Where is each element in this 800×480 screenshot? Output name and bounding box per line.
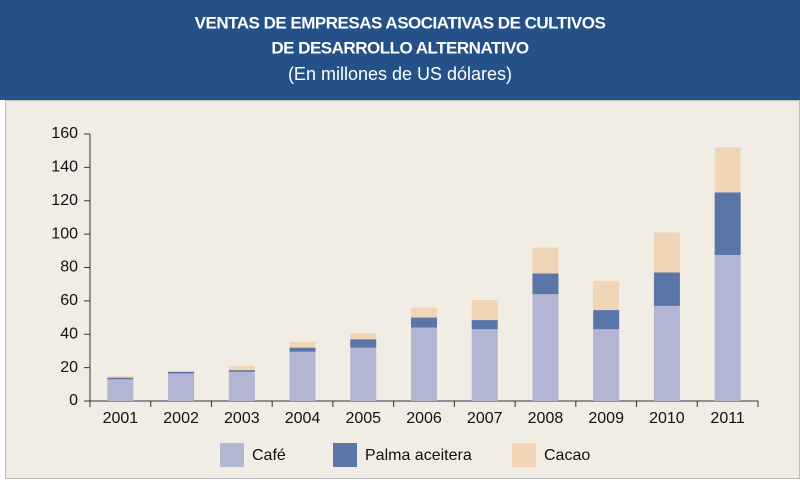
legend-label: Cacao xyxy=(544,447,590,464)
bar-segment xyxy=(653,232,680,273)
x-tick-label: 2001 xyxy=(103,410,139,427)
bar-segment xyxy=(168,370,195,372)
legend-label: Café xyxy=(252,447,286,464)
y-tick-label: 100 xyxy=(51,225,78,242)
legend-swatch xyxy=(220,443,244,467)
bar-segment xyxy=(411,307,437,318)
x-tick-label: 2008 xyxy=(528,410,564,427)
bar-segment xyxy=(289,351,316,401)
x-tick-label: 2002 xyxy=(163,410,199,427)
bar-segment xyxy=(107,375,134,378)
y-tick-label: 0 xyxy=(69,392,78,409)
bar-segment xyxy=(471,320,498,330)
x-tick-label: 2010 xyxy=(649,410,685,427)
y-tick-label: 60 xyxy=(60,292,78,309)
bar-segment xyxy=(714,147,741,193)
bar-segment xyxy=(411,317,437,328)
bar-segment xyxy=(532,273,559,295)
y-tick-label: 160 xyxy=(51,125,78,142)
bar-segment xyxy=(593,280,620,311)
bar-segment xyxy=(228,371,255,401)
bar-segment xyxy=(168,373,195,401)
bar-segment xyxy=(653,305,680,401)
y-tick-label: 20 xyxy=(60,359,78,376)
legend-swatch xyxy=(333,443,357,467)
y-tick-label: 120 xyxy=(51,192,78,209)
header-band xyxy=(0,0,800,100)
x-tick-label: 2011 xyxy=(710,410,745,427)
bar-segment xyxy=(228,370,255,372)
bar-segment xyxy=(714,192,741,255)
bar-segment xyxy=(593,329,620,401)
bar-segment xyxy=(532,247,559,274)
bar-segment xyxy=(714,254,741,401)
bar-segment xyxy=(289,341,316,348)
chart-title: DE DESARROLLO ALTERNATIVO xyxy=(271,38,529,57)
x-tick-label: 2009 xyxy=(588,410,624,427)
x-tick-label: 2003 xyxy=(224,410,260,427)
x-tick-label: 2007 xyxy=(467,410,503,427)
legend-swatch xyxy=(512,443,536,467)
x-tick-label: 2004 xyxy=(285,410,321,427)
bar-segment xyxy=(532,294,559,401)
bar-segment xyxy=(228,365,255,371)
x-tick-label: 2006 xyxy=(406,410,442,427)
y-tick-label: 80 xyxy=(60,259,78,276)
bar-segment xyxy=(107,377,134,380)
x-tick-label: 2005 xyxy=(345,410,381,427)
bar-segment xyxy=(471,300,498,321)
bar-segment xyxy=(350,339,377,348)
bar-segment xyxy=(593,310,620,330)
bar-segment xyxy=(350,347,377,401)
y-tick-label: 40 xyxy=(60,325,78,342)
chart-title: VENTAS DE EMPRESAS ASOCIATIVAS DE CULTIV… xyxy=(195,13,606,32)
bar-segment xyxy=(289,347,316,352)
bar-segment xyxy=(107,379,134,401)
chart-subtitle: (En millones de US dólares) xyxy=(288,64,512,84)
y-tick-label: 140 xyxy=(51,159,78,176)
bar-segment xyxy=(350,333,377,340)
bar-segment xyxy=(471,329,498,401)
legend-label: Palma aceitera xyxy=(365,447,472,464)
bar-segment xyxy=(653,272,680,306)
bar-segment xyxy=(168,371,195,374)
bar-segment xyxy=(411,327,437,401)
